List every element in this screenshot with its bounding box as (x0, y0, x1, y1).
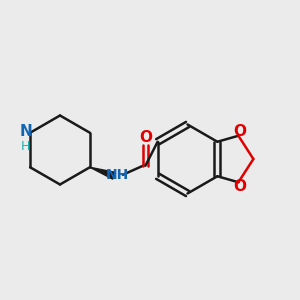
Text: O: O (233, 179, 246, 194)
Polygon shape (90, 167, 115, 179)
Text: N: N (19, 124, 32, 139)
Text: O: O (139, 130, 152, 145)
Text: O: O (233, 124, 246, 139)
Text: H: H (21, 140, 30, 153)
Text: NH: NH (105, 168, 128, 182)
